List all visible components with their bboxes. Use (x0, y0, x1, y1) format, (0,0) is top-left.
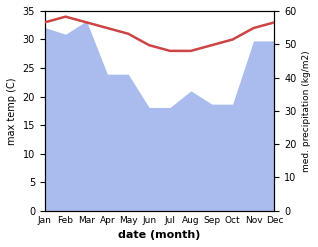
Y-axis label: max temp (C): max temp (C) (7, 77, 17, 144)
X-axis label: date (month): date (month) (118, 230, 201, 240)
Y-axis label: med. precipitation (kg/m2): med. precipitation (kg/m2) (302, 50, 311, 172)
